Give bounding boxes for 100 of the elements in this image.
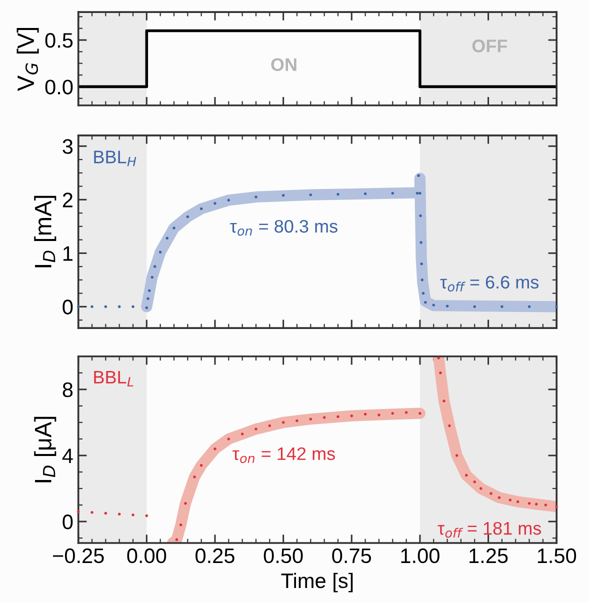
point	[350, 414, 354, 418]
annotation: τ$_{off}$ = 6.6 ms	[440, 276, 539, 292]
annotation: τ$_{off}$ = 181 ms	[438, 522, 542, 538]
x-tick-label: 1.50	[538, 548, 576, 564]
x-axis-title: Time [s]	[281, 572, 353, 592]
annotation: τ$_{on}$ = 142 ms	[232, 447, 335, 464]
point	[420, 262, 423, 266]
x-tick-label: −0.25	[53, 548, 104, 564]
point	[420, 241, 422, 244]
point	[214, 202, 216, 205]
point	[500, 305, 504, 308]
point	[254, 428, 258, 430]
point	[76, 510, 80, 514]
point	[391, 192, 394, 195]
y-tick-label: 0	[62, 514, 73, 530]
text: BBL$_{H}$	[94, 150, 136, 166]
point	[132, 305, 134, 308]
point	[416, 192, 419, 195]
point	[172, 226, 176, 230]
point	[104, 305, 108, 308]
point	[516, 500, 520, 504]
point	[508, 498, 512, 502]
y-tick-label: 0.5	[45, 33, 73, 48]
point	[442, 400, 446, 402]
y-tick-label: 3	[62, 139, 73, 154]
point	[322, 416, 326, 419]
point	[214, 447, 216, 450]
point	[336, 192, 340, 196]
point	[498, 496, 501, 499]
point	[282, 194, 285, 197]
point	[118, 512, 121, 516]
point	[200, 207, 203, 210]
y-axis-title: I$_{D}$ [mA]	[34, 196, 56, 268]
y-tick-label: 0	[62, 300, 73, 314]
point	[282, 421, 285, 424]
point	[309, 418, 312, 421]
point	[200, 464, 203, 467]
point	[473, 480, 476, 484]
point	[378, 414, 380, 416]
y-tick-label: 0.0	[45, 80, 73, 94]
y-tick-label: 2	[62, 192, 72, 208]
point	[150, 276, 154, 279]
point	[555, 505, 558, 508]
point	[404, 411, 408, 414]
point	[268, 424, 272, 428]
point	[227, 438, 230, 440]
point	[439, 372, 442, 374]
point	[179, 523, 182, 526]
y-tick-label: 1	[63, 246, 72, 261]
x-tick-label: 1.00	[401, 548, 440, 564]
annotation: τ$_{on}$ = 80.3 ms	[230, 220, 338, 236]
point	[145, 514, 148, 518]
point	[132, 514, 134, 516]
point	[254, 196, 258, 198]
x-tick-label: 1.25	[470, 548, 508, 564]
x-tick-label: 0.00	[127, 548, 166, 564]
x-tick-label: 0.75	[332, 548, 372, 564]
y-tick-label: 4	[62, 448, 73, 464]
point	[166, 236, 169, 240]
point	[473, 305, 476, 308]
point	[145, 306, 148, 310]
point	[364, 412, 367, 416]
point	[240, 432, 244, 436]
point	[534, 502, 538, 506]
point	[90, 511, 94, 514]
point	[336, 415, 340, 418]
y-tick-label: 8	[62, 382, 73, 398]
point	[555, 305, 558, 308]
point	[146, 297, 150, 300]
point	[432, 304, 436, 306]
point	[490, 492, 492, 495]
point	[184, 502, 187, 505]
point	[193, 476, 196, 478]
x-tick-label: 0.25	[196, 548, 234, 564]
point	[528, 502, 531, 505]
y-axis-title: V$_{G}$ [V]	[16, 28, 39, 92]
point	[296, 419, 298, 422]
point	[148, 289, 151, 292]
point	[104, 512, 108, 515]
point	[418, 412, 422, 415]
point	[418, 192, 422, 195]
point	[186, 215, 190, 218]
point	[309, 193, 312, 196]
text: BBL$_{L}$	[94, 370, 134, 386]
point	[465, 474, 468, 477]
point	[175, 538, 178, 542]
annotation: ON	[271, 58, 296, 72]
point	[419, 214, 422, 218]
point	[480, 487, 482, 490]
x-tick-label: 0.50	[264, 548, 303, 564]
point	[227, 198, 230, 202]
point	[417, 174, 420, 177]
point	[90, 305, 94, 308]
point	[422, 292, 425, 295]
point	[544, 504, 548, 506]
point	[437, 356, 440, 360]
point	[528, 305, 531, 308]
point	[446, 304, 449, 308]
point	[455, 454, 458, 457]
point	[420, 278, 424, 282]
